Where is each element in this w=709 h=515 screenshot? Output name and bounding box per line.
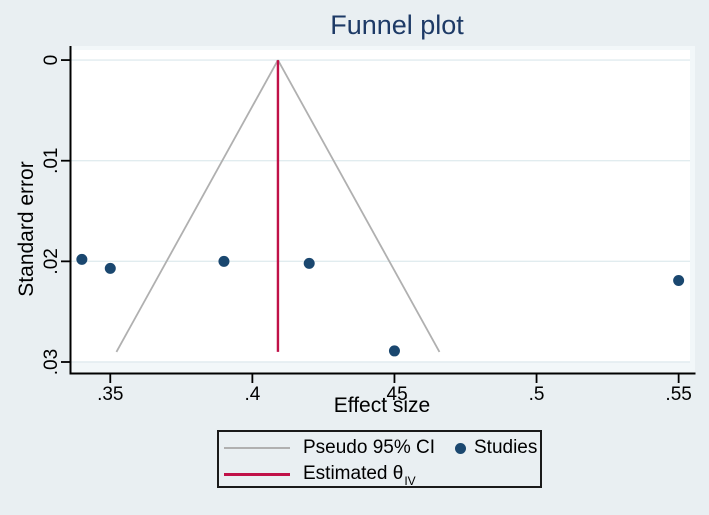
y-axis-label: Standard error (15, 161, 38, 297)
funnel-ci-left-line (115, 59, 279, 353)
study-point (673, 274, 685, 286)
chart-title: Funnel plot (330, 10, 464, 40)
y-tick-label: .02 (41, 248, 62, 274)
funnel-ci-right-line (277, 59, 441, 353)
study-point (218, 255, 230, 267)
theta-label-text: Estimated θ (303, 463, 404, 484)
legend-item-pseudo-ci: Pseudo 95% CI (224, 436, 435, 460)
studies-marker-swatch (455, 442, 466, 454)
legend-label-pseudo-ci: Pseudo 95% CI (303, 437, 436, 458)
study-point (104, 262, 116, 274)
x-tick-label: .55 (665, 384, 691, 405)
theta-label-subscript: IV (404, 474, 416, 488)
plot-canvas: 0 .01 .02 .03 .35 .4 .45 .5 .55 (41, 46, 696, 405)
pseudo-ci-line-swatch (224, 447, 290, 449)
y-tick-label: 0 (41, 55, 62, 66)
study-point (303, 257, 315, 269)
y-tick-label: .03 (41, 349, 62, 375)
x-tick-label: .5 (529, 384, 545, 405)
x-tick-label: .45 (381, 384, 407, 405)
theta-line-swatch (224, 472, 290, 476)
study-point (76, 253, 88, 265)
legend-item-theta: Estimated θIV (224, 462, 416, 488)
legend-label-theta: Estimated θIV (303, 463, 416, 488)
legend-label-studies: Studies (474, 437, 538, 458)
study-point (388, 345, 400, 357)
x-tick-label: .4 (244, 384, 260, 405)
legend-box: Pseudo 95% CI Studies Estimated θIV (217, 430, 542, 488)
legend-item-studies: Studies (455, 436, 537, 460)
x-axis-label: Effect size (333, 394, 431, 417)
y-tick-label: .01 (41, 147, 62, 173)
x-tick-label: .35 (97, 384, 123, 405)
plot-region (70, 50, 690, 362)
